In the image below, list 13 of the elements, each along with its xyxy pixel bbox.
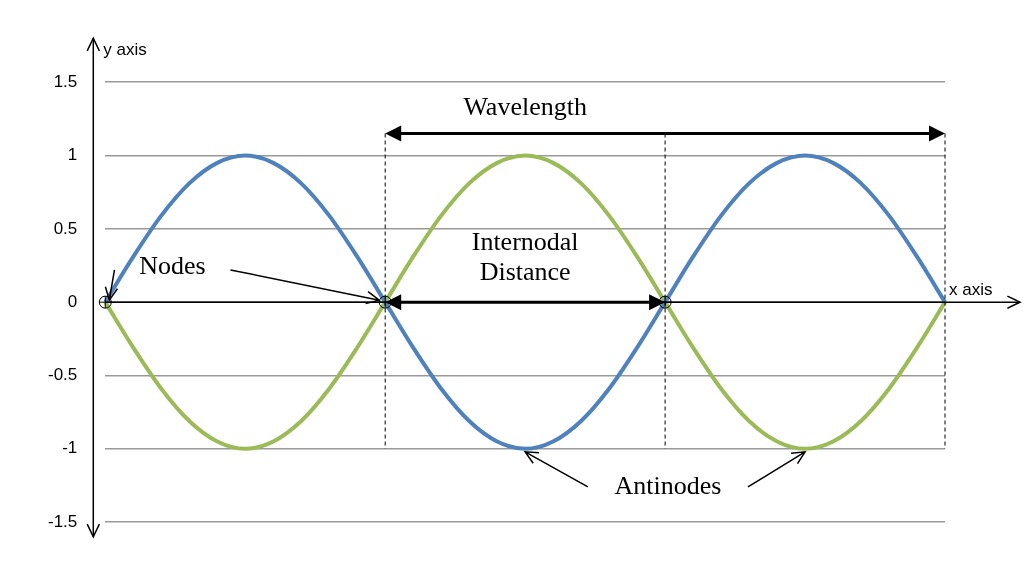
y-tick-label: 0.5 (53, 218, 78, 238)
y-tick-label: 1.5 (53, 71, 78, 91)
annotation: Wavelength (463, 92, 587, 122)
annotation: Internodal Distance (471, 227, 579, 286)
annotation: Nodes (139, 250, 206, 280)
y-tick-label: -1 (62, 438, 78, 458)
y-tick-label: -0.5 (48, 365, 78, 385)
y-axis-title: y axis (103, 39, 147, 59)
annotation: Antinodes (614, 470, 722, 500)
x-axis-title: x axis (949, 279, 993, 299)
y-tick-label: 1 (67, 145, 78, 165)
y-tick-label: 0 (67, 291, 78, 311)
y-tick-label: -1.5 (48, 511, 78, 531)
